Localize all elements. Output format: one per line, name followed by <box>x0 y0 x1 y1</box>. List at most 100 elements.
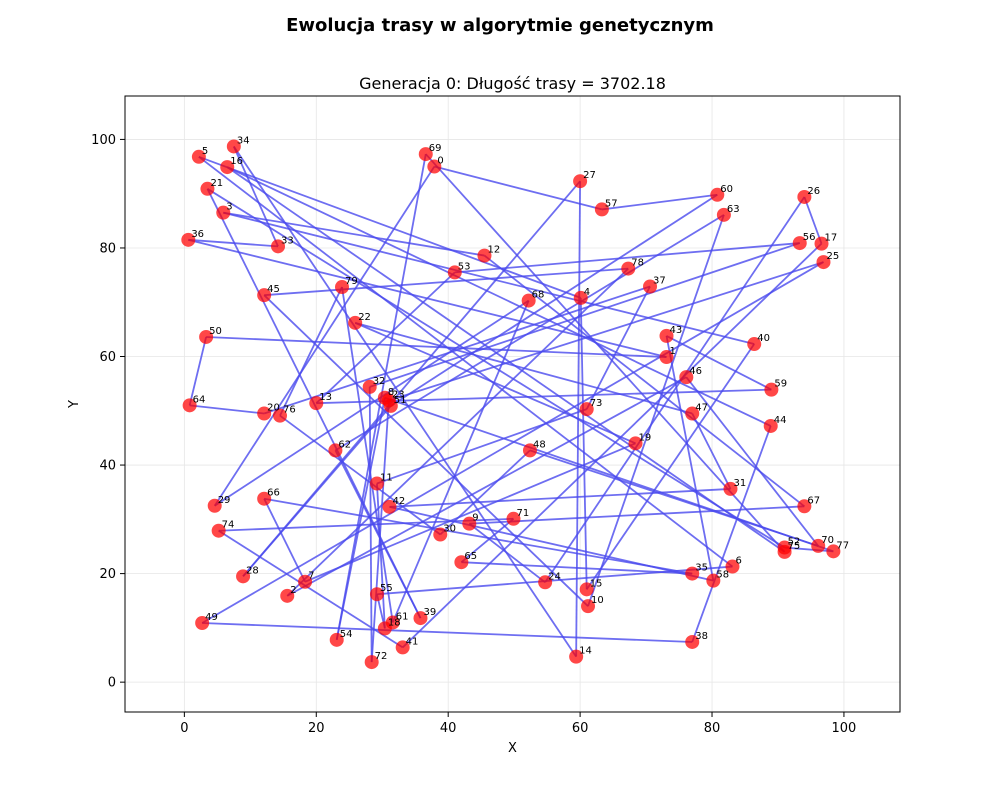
route-segment <box>691 413 732 490</box>
y-axis-ticks: 0 20 40 60 80 100 <box>91 133 125 691</box>
city-point-54 <box>329 632 344 647</box>
city-label-12: 12 <box>487 245 500 256</box>
city-point-15 <box>579 582 594 597</box>
city-label-3: 3 <box>226 202 232 213</box>
city-point-58 <box>706 573 721 588</box>
city-label-2: 2 <box>290 585 296 596</box>
city-label-22: 22 <box>358 312 371 323</box>
y-tick-label: 60 <box>99 350 116 365</box>
route-segment <box>784 546 834 553</box>
city-point-53 <box>447 265 462 280</box>
city-label-67: 67 <box>807 495 820 506</box>
city-label-27: 27 <box>583 170 596 181</box>
city-label-38: 38 <box>695 631 708 642</box>
city-label-74: 74 <box>222 520 235 531</box>
city-point-36 <box>181 232 196 247</box>
city-point-17 <box>814 236 829 251</box>
city-point-20 <box>257 406 272 421</box>
city-label-7: 7 <box>308 571 314 582</box>
city-point-46 <box>679 370 694 385</box>
city-label-24: 24 <box>548 571 561 582</box>
city-point-14 <box>569 649 584 664</box>
route-segment <box>206 188 786 549</box>
route-segment <box>454 242 800 274</box>
city-point-22 <box>348 315 363 330</box>
route-segment <box>198 156 734 568</box>
city-label-35: 35 <box>695 563 708 574</box>
plot-area: 0123456789101112131415161718192021222324… <box>124 95 901 713</box>
city-label-64: 64 <box>193 394 206 405</box>
route-segment <box>279 286 343 417</box>
city-label-51: 51 <box>394 395 407 406</box>
route-segment <box>402 242 823 649</box>
city-point-74 <box>211 523 226 538</box>
city-label-76: 76 <box>283 405 296 416</box>
city-label-29: 29 <box>218 495 231 506</box>
city-label-70: 70 <box>821 535 834 546</box>
route-segment <box>469 505 805 525</box>
city-label-58: 58 <box>716 570 729 581</box>
city-point-64 <box>182 398 197 413</box>
route-segment <box>468 522 546 583</box>
city-label-32: 32 <box>373 376 386 387</box>
city-point-76 <box>273 408 287 423</box>
route-segment <box>202 622 693 643</box>
city-label-73: 73 <box>590 398 603 409</box>
city-point-78 <box>621 261 636 276</box>
city-point-63 <box>716 207 731 222</box>
city-label-46: 46 <box>689 366 702 377</box>
city-point-40 <box>747 337 762 352</box>
route-segment <box>354 322 636 445</box>
route-segment <box>242 180 581 577</box>
city-point-41 <box>395 640 410 655</box>
city-label-10: 10 <box>591 595 604 606</box>
city-label-28: 28 <box>246 565 259 576</box>
y-tick-label: 20 <box>99 567 116 582</box>
route-segment <box>188 238 279 248</box>
city-label-62: 62 <box>338 439 351 450</box>
city-label-13: 13 <box>319 392 332 403</box>
city-point-57 <box>594 202 609 217</box>
city-point-48 <box>522 443 537 458</box>
city-label-41: 41 <box>406 636 419 647</box>
city-label-15: 15 <box>590 578 603 589</box>
x-tick-label: 60 <box>572 721 589 736</box>
route-segment <box>390 194 718 407</box>
city-label-30: 30 <box>443 524 456 535</box>
y-tick-label: 40 <box>99 459 116 474</box>
city-point-55 <box>369 587 384 602</box>
x-tick-label: 80 <box>704 721 721 736</box>
route-segment <box>315 271 456 404</box>
x-tick-label: 0 <box>180 721 188 736</box>
city-point-27 <box>573 174 588 189</box>
route-segment <box>233 145 577 658</box>
city-label-26: 26 <box>807 186 820 197</box>
route-segment <box>189 404 265 415</box>
city-point-45 <box>257 288 272 303</box>
city-point-56 <box>792 236 807 251</box>
city-label-20: 20 <box>267 402 280 413</box>
city-label-18: 18 <box>388 617 401 628</box>
city-point-26 <box>797 189 812 204</box>
city-point-51 <box>383 398 398 413</box>
x-tick-label: 40 <box>440 721 457 736</box>
city-label-9: 9 <box>472 513 478 524</box>
city-point-11 <box>369 476 384 491</box>
city-label-72: 72 <box>375 651 388 662</box>
city-point-3 <box>216 205 231 220</box>
city-point-75 <box>777 544 792 559</box>
city-label-77: 77 <box>836 540 849 551</box>
city-label-23: 23 <box>392 389 405 400</box>
city-point-13 <box>309 396 324 411</box>
y-tick-label: 0 <box>108 676 116 691</box>
route-segment <box>286 376 687 597</box>
city-label-55: 55 <box>380 583 393 594</box>
city-label-75: 75 <box>788 541 801 552</box>
route-segment <box>198 155 582 299</box>
city-label-50: 50 <box>209 326 222 337</box>
route-segment <box>439 449 531 536</box>
route-segment <box>369 242 801 388</box>
x-tick-label: 100 <box>832 721 857 736</box>
route-segment <box>286 267 629 597</box>
